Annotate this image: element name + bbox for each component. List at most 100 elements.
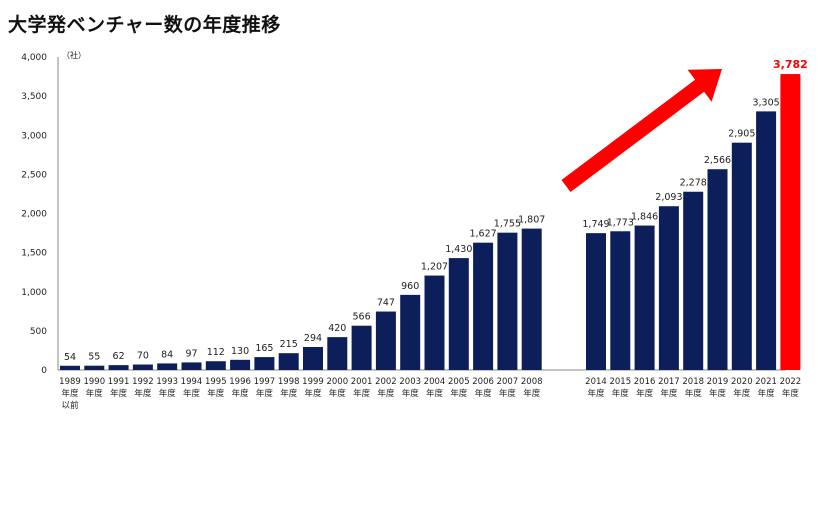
data-label: 1,773 <box>607 217 634 228</box>
x-tick-label: 2005 年度 <box>448 377 470 399</box>
y-tick-label: 2,500 <box>21 170 47 180</box>
x-tick-label: 2015 年度 <box>609 377 631 399</box>
bar <box>448 258 469 370</box>
bar <box>586 233 606 370</box>
data-label: 1,807 <box>518 215 545 226</box>
y-unit-label: （社） <box>62 50 86 60</box>
data-label: 2,093 <box>655 192 682 203</box>
x-tick-label: 1989 年度以前 <box>59 377 81 411</box>
data-label: 3,782 <box>773 58 808 71</box>
bar <box>254 357 275 370</box>
bar <box>658 206 679 370</box>
bar <box>424 275 445 370</box>
data-label: 2,566 <box>704 155 731 166</box>
y-tick-label: 3,000 <box>21 131 47 141</box>
bar <box>181 362 202 370</box>
y-tick-label: 2,000 <box>21 210 47 220</box>
bar <box>521 228 542 370</box>
bar <box>780 74 801 370</box>
bar <box>707 169 728 370</box>
x-tick-label: 2000 年度 <box>326 377 348 399</box>
data-label: 84 <box>161 349 173 360</box>
x-tick-label: 2008 年度 <box>521 377 543 399</box>
data-label: 294 <box>304 333 322 344</box>
data-label: 2,278 <box>680 178 707 189</box>
x-tick-label: 2017 年度 <box>658 377 680 399</box>
x-tick-label: 2007 年度 <box>497 377 519 399</box>
x-tick-label: 1998 年度 <box>278 377 300 399</box>
bar <box>756 111 777 370</box>
data-label: 97 <box>185 348 197 359</box>
data-label: 54 <box>64 352 76 363</box>
y-tick-label: 4,000 <box>21 53 47 63</box>
x-tick-label: 2014 年度 <box>585 377 607 399</box>
x-tick-label: 1999 年度 <box>302 377 324 399</box>
data-label: 566 <box>353 312 371 323</box>
data-label: 1,846 <box>631 212 658 223</box>
x-tick-label: 2019 年度 <box>707 377 729 399</box>
data-label: 1,749 <box>582 219 609 230</box>
data-label: 130 <box>231 346 249 357</box>
bar <box>400 294 421 370</box>
bar <box>497 232 518 370</box>
x-tick-label: 2022 年度 <box>780 377 802 399</box>
data-label: 3,305 <box>752 97 779 108</box>
x-tick-label: 2002 年度 <box>375 377 397 399</box>
x-tick-label: 2021 年度 <box>755 377 777 399</box>
data-label: 1,627 <box>469 229 496 240</box>
bar <box>351 325 372 370</box>
x-tick-label: 1994 年度 <box>181 377 203 399</box>
trend-arrow <box>561 69 722 192</box>
data-label: 112 <box>207 347 225 358</box>
data-label: 70 <box>137 351 149 362</box>
x-tick-label: 1993 年度 <box>156 377 178 399</box>
bar <box>473 242 494 370</box>
x-tick-label: 2004 年度 <box>424 377 446 399</box>
data-label: 1,207 <box>421 262 448 273</box>
x-tick-label: 1995 年度 <box>205 377 227 399</box>
bar <box>327 337 348 370</box>
x-tick-label: 2003 年度 <box>399 377 421 399</box>
bar <box>205 361 226 370</box>
y-tick-label: 1,000 <box>21 288 47 298</box>
x-tick-label: 2018 年度 <box>682 377 704 399</box>
x-tick-label: 2020 年度 <box>731 377 753 399</box>
x-tick-label: 1996 年度 <box>229 377 251 399</box>
x-tick-label: 2006 年度 <box>472 377 494 399</box>
data-label: 747 <box>377 298 395 309</box>
data-label: 165 <box>255 343 273 354</box>
data-label: 1,755 <box>494 219 521 230</box>
bar <box>731 142 752 370</box>
x-tick-label: 1991 年度 <box>108 377 130 399</box>
y-tick-label: 1,500 <box>21 249 47 259</box>
chart-title: 大学発ベンチャー数の年度推移 <box>8 14 281 36</box>
bar <box>278 353 299 370</box>
bar <box>230 359 251 370</box>
data-label: 960 <box>401 281 419 292</box>
data-label: 2,905 <box>728 129 755 140</box>
bar <box>132 364 153 370</box>
y-tick-label: 500 <box>30 327 47 337</box>
bar <box>108 365 129 370</box>
y-tick-label: 3,500 <box>21 92 47 102</box>
y-tick-label: 0 <box>41 366 47 376</box>
data-label: 1,430 <box>445 244 472 255</box>
data-label: 55 <box>88 352 100 363</box>
bar <box>84 365 105 370</box>
bar <box>157 363 178 370</box>
data-label: 215 <box>280 339 298 350</box>
data-label: 420 <box>328 323 346 334</box>
bar <box>303 346 323 370</box>
x-tick-label: 2001 年度 <box>351 377 373 399</box>
bar <box>610 231 631 370</box>
x-tick-label: 1992 年度 <box>132 377 154 399</box>
bar <box>60 365 80 370</box>
bar <box>683 191 704 370</box>
x-tick-label: 2016 年度 <box>634 377 656 399</box>
bar <box>375 311 396 370</box>
x-tick-label: 1990 年度 <box>83 377 105 399</box>
data-label: 62 <box>113 351 125 362</box>
bar <box>634 225 655 370</box>
x-tick-label: 1997 年度 <box>254 377 276 399</box>
